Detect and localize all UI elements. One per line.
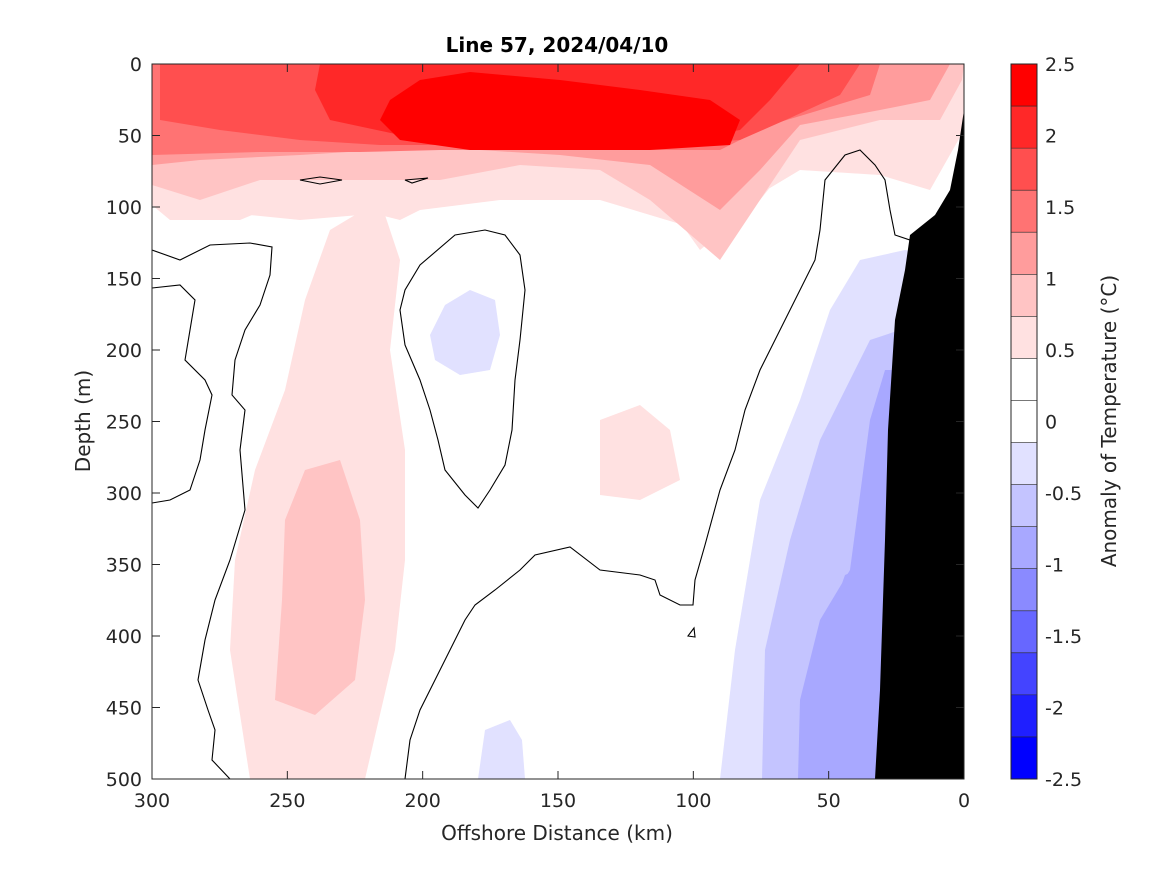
- colorbar-label: Anomaly of Temperature (°C): [1097, 275, 1121, 567]
- plot-area: [151, 63, 965, 780]
- y-tick-label: 0: [130, 54, 142, 76]
- colorbar-segment: [1011, 484, 1037, 528]
- colorbar-tick-label: 2.5: [1045, 54, 1075, 76]
- x-tick-label: 50: [817, 790, 841, 812]
- colorbar-tick-label: -2.5: [1045, 769, 1082, 791]
- colorbar-segment: [1011, 64, 1037, 107]
- anomaly-band-cold-bottom: [478, 720, 525, 779]
- colorbar-tick-label: -0.5: [1045, 483, 1082, 505]
- colorbar-segment: [1011, 190, 1037, 233]
- colorbar: 2.5 2 1.5 1 0.5 0 -0.5 -1 -1.5 -2 -2.5: [1010, 54, 1082, 791]
- x-tick-label: 0: [958, 790, 970, 812]
- y-axis: 0 50 100 150 200 250 300 350 400 450 500: [106, 54, 964, 791]
- anomaly-band-warm-patch: [600, 405, 680, 500]
- colorbar-tick-label: -2: [1045, 698, 1064, 720]
- zero-contours: [152, 149, 933, 779]
- colorbar-tick-label: 1: [1045, 269, 1057, 291]
- colorbar-tick-label: 0: [1045, 412, 1057, 434]
- colorbar-segment: [1011, 442, 1037, 486]
- x-axis: 300 250 200 150 100 50 0: [134, 64, 970, 812]
- colorbar-tick-label: 2: [1045, 126, 1057, 148]
- colorbar-segment: [1011, 106, 1037, 149]
- colorbar-segment: [1011, 358, 1037, 401]
- colorbar-segment: [1011, 232, 1037, 275]
- y-tick-label: 50: [118, 126, 142, 148]
- y-tick-label: 200: [106, 340, 142, 362]
- y-tick-label: 500: [106, 769, 142, 791]
- colorbar-segment: [1011, 568, 1037, 612]
- colorbar-frame: [1010, 63, 1038, 780]
- colorbar-tick-label: -1: [1045, 555, 1064, 577]
- anomaly-field: [152, 64, 964, 779]
- colorbar-segment: [1011, 526, 1037, 570]
- x-axis-label: Offshore Distance (km): [441, 821, 673, 845]
- colorbar-tick-label: 0.5: [1045, 340, 1075, 362]
- colorbar-segment: [1011, 400, 1037, 444]
- zero-contour-west-outer: [152, 242, 273, 779]
- y-axis-label: Depth (m): [71, 370, 95, 472]
- land-mask: [875, 110, 964, 779]
- y-tick-label: 100: [106, 197, 142, 219]
- zero-contour-west-inner: [152, 284, 213, 504]
- zero-contour-eddy: [399, 229, 526, 509]
- zero-contour-small-2: [404, 177, 429, 184]
- colorbar-segment: [1011, 274, 1037, 317]
- y-tick-label: 450: [106, 698, 142, 720]
- colorbar-tick-label: -1.5: [1045, 626, 1082, 648]
- colorbar-segment: [1011, 316, 1037, 359]
- colorbar-segment: [1011, 736, 1037, 780]
- colorbar-tick-label: 1.5: [1045, 197, 1075, 219]
- colorbar-segment: [1011, 148, 1037, 191]
- anomaly-band-cold-eddy: [430, 290, 500, 375]
- y-tick-label: 400: [106, 626, 142, 648]
- y-tick-label: 250: [106, 412, 142, 434]
- colorbar-segment: [1011, 652, 1037, 696]
- x-tick-label: 150: [540, 790, 576, 812]
- x-tick-label: 200: [405, 790, 441, 812]
- anomaly-band-warm-2.0: [380, 72, 740, 150]
- colorbar-segment: [1011, 610, 1037, 654]
- y-tick-label: 150: [106, 269, 142, 291]
- y-tick-label: 300: [106, 483, 142, 505]
- colorbar-segment: [1011, 694, 1037, 738]
- y-tick-label: 350: [106, 555, 142, 577]
- x-tick-label: 100: [675, 790, 711, 812]
- zero-contour-east: [404, 149, 933, 779]
- zero-contour-small-3: [687, 626, 696, 638]
- chart-title: Line 57, 2024/04/10: [446, 33, 669, 57]
- zero-contour-small-1: [299, 176, 343, 185]
- anomaly-band-warm-deep-core: [275, 460, 365, 715]
- x-tick-label: 300: [134, 790, 170, 812]
- x-tick-label: 250: [269, 790, 305, 812]
